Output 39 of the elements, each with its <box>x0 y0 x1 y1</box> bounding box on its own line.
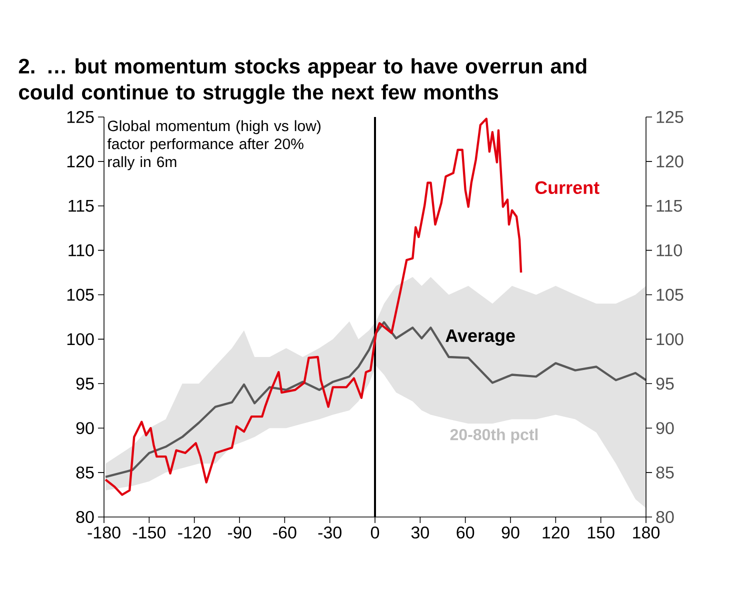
y2-tick-label: 85 <box>76 466 94 479</box>
series-label: Current <box>535 181 600 194</box>
y2-tick-label: 80 <box>76 510 94 524</box>
y2-tick-label: 120 <box>67 155 94 168</box>
y2-tick-label: 100 <box>67 333 94 346</box>
y2-tick-label: 90 <box>76 422 94 434</box>
y-tick-label: 105 <box>656 288 684 301</box>
y-tick-label: 85 <box>656 466 674 479</box>
y-tick-label: 110 <box>656 244 682 256</box>
y2-tick-label: 125 <box>67 110 94 124</box>
y-tick-label: 95 <box>656 378 674 390</box>
y-tick-label: 80 <box>656 510 674 524</box>
line-series <box>104 321 648 478</box>
y2-tick-label: 115 <box>68 200 94 212</box>
x-tick-label: -120 <box>178 526 211 539</box>
x-tick-label: -60 <box>273 526 296 539</box>
x-tick-label: -180 <box>88 526 120 539</box>
y2-tick-label: 105 <box>67 288 94 301</box>
x-tick-label: 30 <box>411 526 429 539</box>
annotation: Global momentum (high vs low) factor performance after 20% rally in 6m <box>107 120 320 170</box>
chart-title: 2. … but momentum stocks appear to have overrun and could continue to struggle the next few months <box>18 58 586 104</box>
y2-tick-label: 110 <box>68 244 94 256</box>
y-tick-label: 90 <box>656 422 674 434</box>
y-tick-label: 120 <box>656 155 684 168</box>
x-tick-label: -30 <box>318 526 342 539</box>
x-tick-label: 120 <box>542 526 570 539</box>
y-tick-label: 115 <box>656 200 682 212</box>
y2-tick-label: 95 <box>76 378 94 390</box>
y-tick-label: 125 <box>656 110 684 124</box>
x-tick-label: 150 <box>588 526 614 539</box>
series-label: Average <box>446 329 515 346</box>
x-tick-label: 180 <box>633 526 660 539</box>
x-tick-label: -150 <box>132 526 166 539</box>
x-tick-label: 0 <box>370 526 380 539</box>
x-tick-label: -90 <box>228 526 252 539</box>
y-tick-label: 100 <box>656 333 684 346</box>
x-tick-label: 90 <box>502 526 520 539</box>
annotation: 20-80th pctl <box>450 428 538 444</box>
x-tick-label: 60 <box>456 526 474 539</box>
